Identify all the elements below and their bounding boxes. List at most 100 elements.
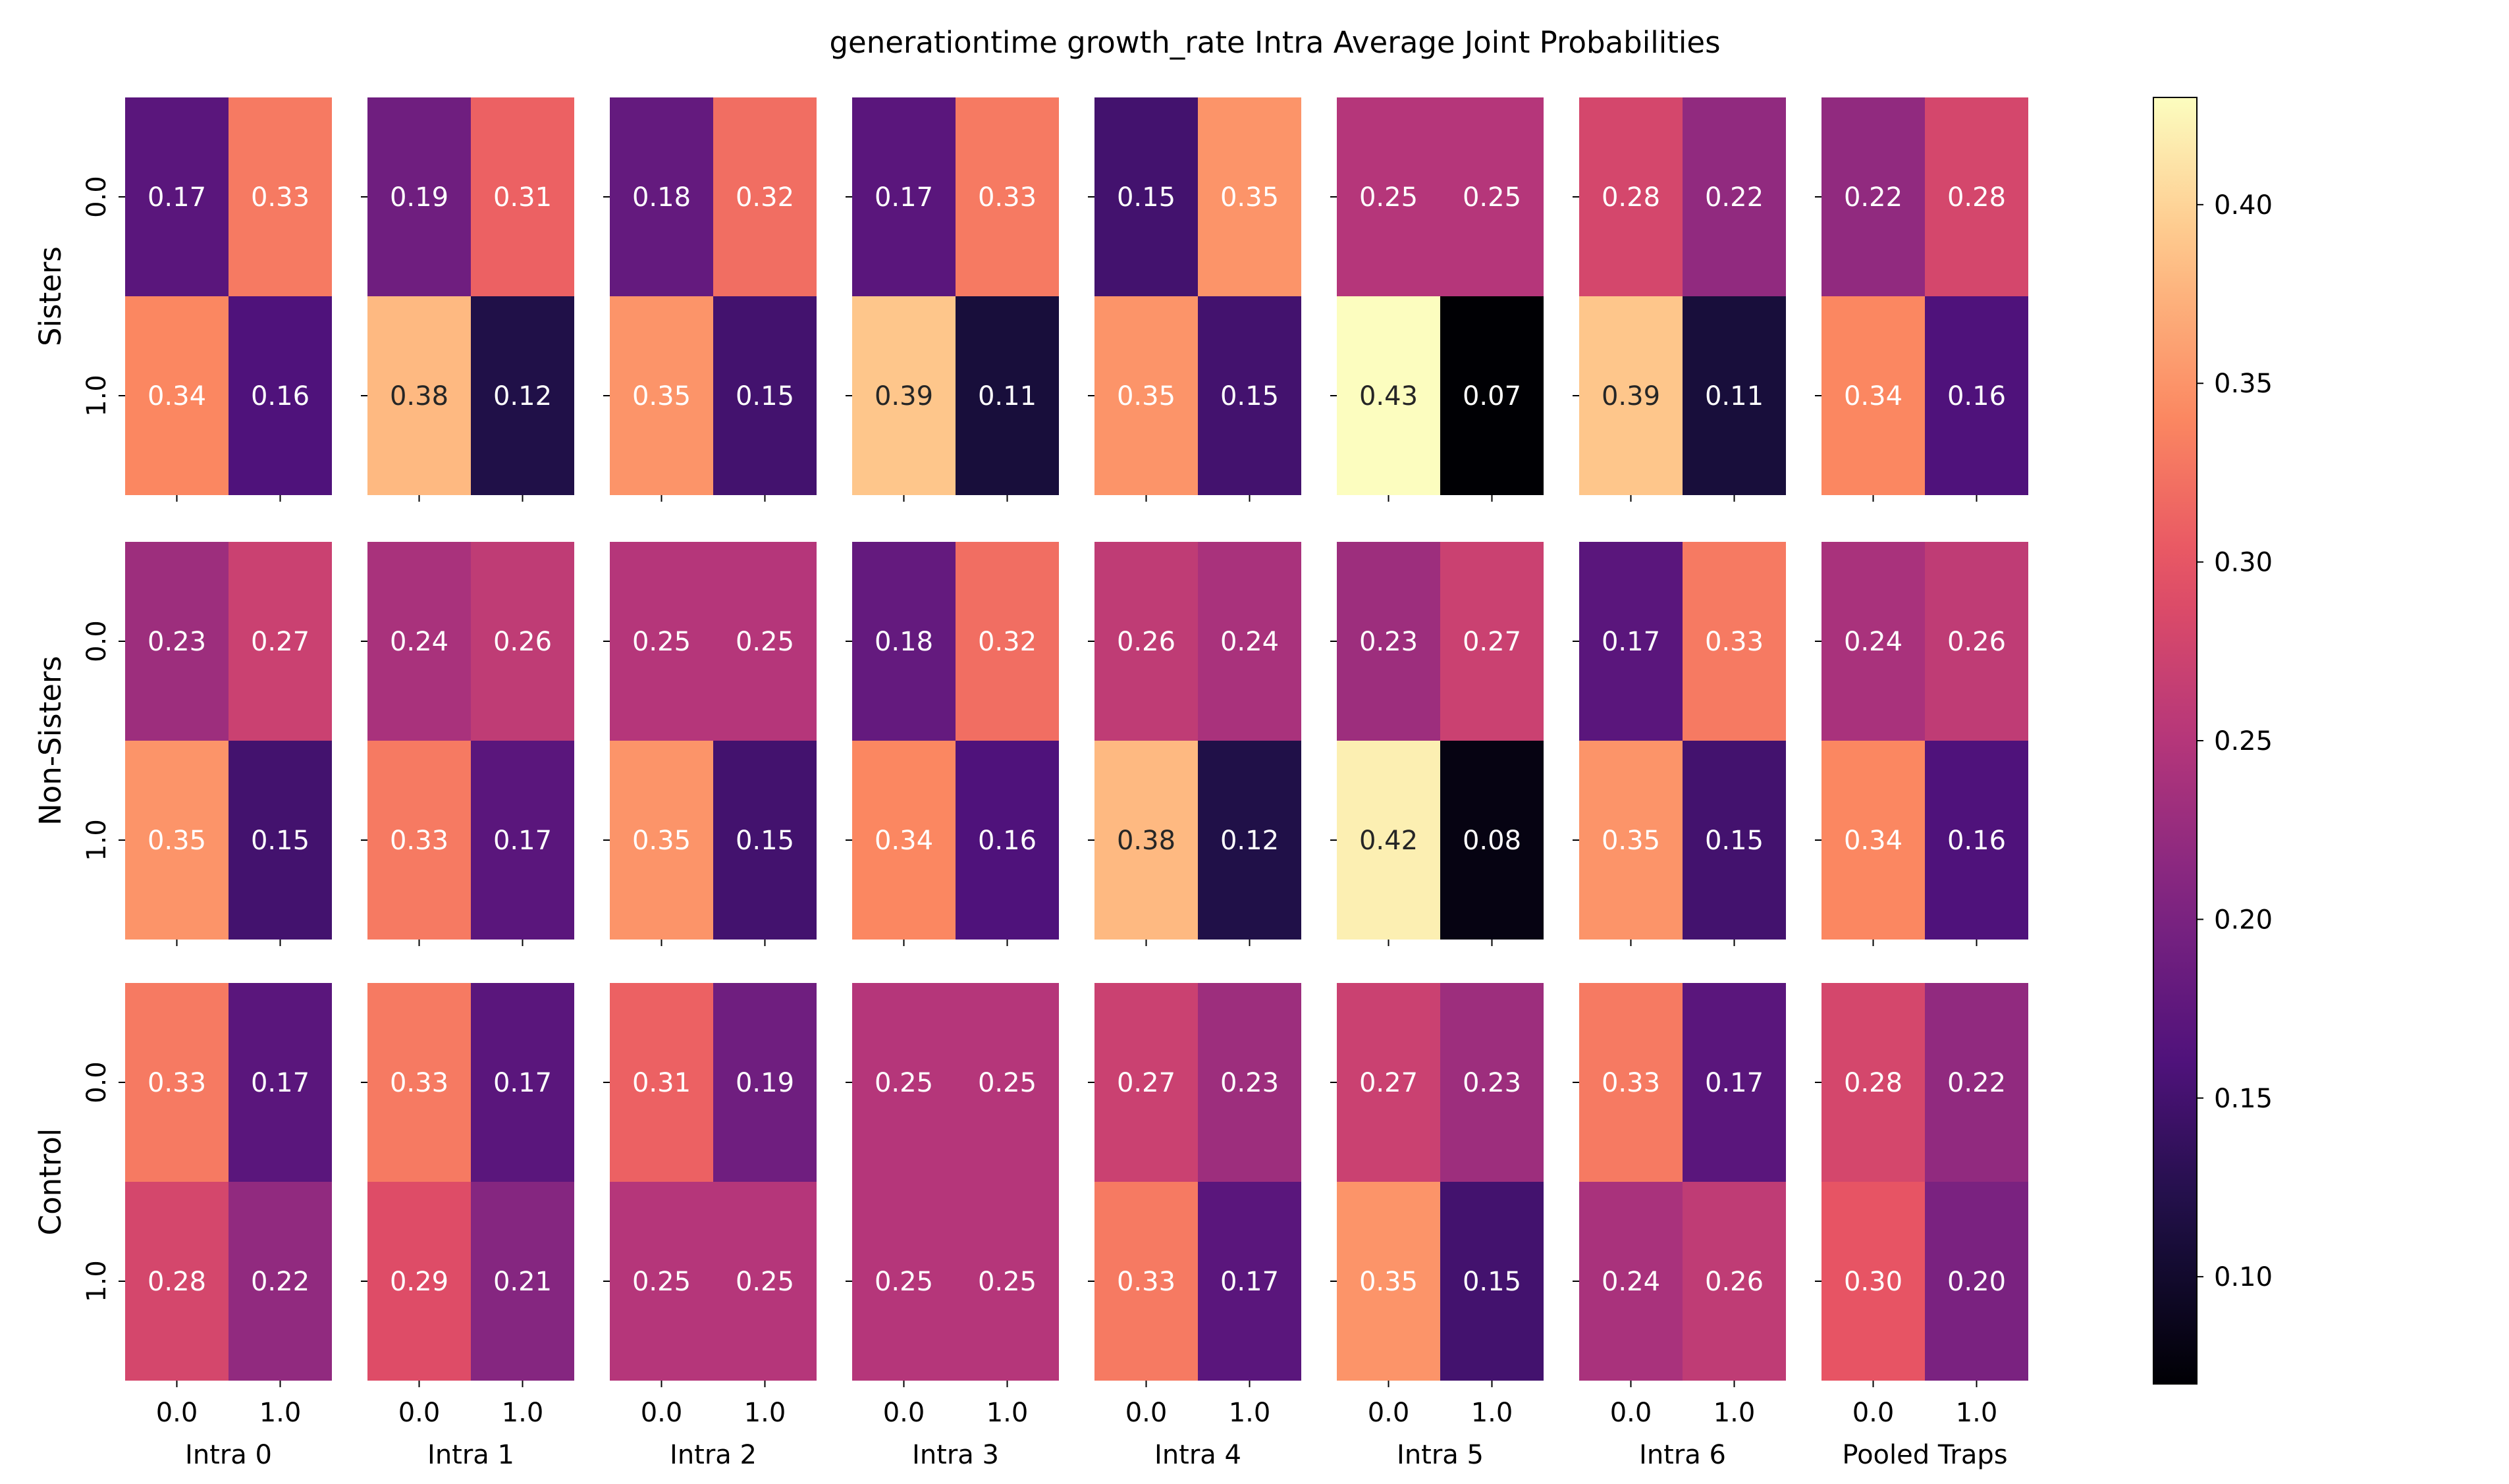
cell-value-label: 0.27 [1463, 627, 1521, 657]
heatmap-cell [1821, 97, 1925, 296]
cell-value-label: 0.22 [1947, 1068, 2006, 1098]
cell-value-label: 0.24 [1844, 627, 1902, 657]
cell-value-label: 0.12 [1220, 826, 1279, 856]
heatmap-cell [1094, 741, 1198, 940]
colorbar-tick-label: 0.25 [2214, 726, 2273, 756]
heatmap-cell [1821, 741, 1925, 940]
heatmap-cell [852, 983, 956, 1182]
heatmap-cell [367, 296, 471, 495]
cell-value-label: 0.17 [875, 182, 933, 213]
heatmap-cell [229, 97, 332, 296]
heatmap-cell [956, 542, 1059, 741]
cell-value-label: 0.28 [1602, 182, 1660, 213]
colorbar-tick-label: 0.30 [2214, 548, 2273, 578]
column-group-label: Intra 6 [1639, 1440, 1726, 1470]
cell-value-label: 0.23 [148, 627, 206, 657]
cell-value-label: 0.35 [1220, 182, 1279, 213]
heatmap-cell [367, 542, 471, 741]
heatmap-panel: 0.18 0.32 0.35 0.15 [603, 97, 817, 502]
heatmap-cell [1440, 97, 1544, 296]
heatmap-cell [1198, 741, 1301, 940]
column-group-label: Intra 2 [670, 1440, 757, 1470]
heatmap-cell [956, 97, 1059, 296]
column-group-label: Intra 0 [185, 1440, 272, 1470]
cell-value-label: 0.25 [1463, 182, 1521, 213]
column-group-label: Pooled Traps [1842, 1440, 2007, 1470]
cell-value-label: 0.22 [1844, 182, 1902, 213]
heatmap-cell [1683, 1182, 1786, 1381]
heatmap-cell [1821, 296, 1925, 495]
cell-value-label: 0.28 [148, 1267, 206, 1297]
colorbar [2153, 97, 2198, 1385]
heatmap-panel: 0.25 0.25 0.35 0.15 [603, 542, 817, 946]
heatmap-cell [713, 741, 817, 940]
heatmap-cell [852, 296, 956, 495]
heatmap-cell [713, 97, 817, 296]
x-tick-label: 0.0 [883, 1398, 925, 1428]
x-tick-label: 1.0 [986, 1398, 1029, 1428]
cell-value-label: 0.38 [390, 381, 448, 411]
heatmap-cell [1821, 542, 1925, 741]
heatmap-panel: 0.33 0.17 0.29 0.21 [361, 983, 574, 1387]
cell-value-label: 0.33 [390, 826, 448, 856]
cell-value-label: 0.39 [1602, 381, 1660, 411]
cell-value-label: 0.16 [1947, 826, 2006, 856]
heatmap-cell [610, 1182, 713, 1381]
cell-value-label: 0.19 [390, 182, 448, 213]
cell-value-label: 0.25 [875, 1068, 933, 1098]
heatmap-cell [1094, 1182, 1198, 1381]
cell-value-label: 0.34 [875, 826, 933, 856]
cell-value-label: 0.26 [493, 627, 552, 657]
cell-value-label: 0.15 [1463, 1267, 1521, 1297]
cell-value-label: 0.15 [1705, 826, 1764, 856]
x-tick-label: 0.0 [1852, 1398, 1895, 1428]
cell-value-label: 0.23 [1359, 627, 1418, 657]
heatmap-cell [367, 1182, 471, 1381]
heatmap-cell [125, 741, 229, 940]
cell-value-label: 0.35 [632, 826, 691, 856]
cell-value-label: 0.27 [1359, 1068, 1418, 1098]
row-group-label: Sisters [33, 246, 68, 346]
heatmap-cell [1821, 1182, 1925, 1381]
y-tick-label: 0.0 [82, 1061, 112, 1103]
heatmap-panel: 0.23 0.27 0.35 0.15 [119, 542, 332, 946]
heatmap-cell [1337, 741, 1440, 940]
colorbar-tick-label: 0.40 [2214, 190, 2273, 221]
heatmap-cell [713, 296, 817, 495]
cell-value-label: 0.25 [736, 627, 794, 657]
heatmap-cell [1579, 983, 1683, 1182]
heatmap-cell [713, 983, 817, 1182]
cell-value-label: 0.35 [1602, 826, 1660, 856]
heatmap-panel: 0.33 0.17 0.28 0.22 [119, 983, 332, 1387]
heatmap-panel: 0.23 0.27 0.42 0.08 [1330, 542, 1544, 946]
cell-value-label: 0.25 [978, 1068, 1037, 1098]
y-tick-label: 0.0 [82, 620, 112, 662]
x-tick-label: 1.0 [1956, 1398, 1998, 1428]
colorbar-tick-label: 0.20 [2214, 905, 2273, 935]
heatmap-panel: 0.31 0.19 0.25 0.25 [603, 983, 817, 1387]
cell-value-label: 0.27 [1117, 1068, 1175, 1098]
chart-title: generationtime growth_rate Intra Average… [829, 25, 1720, 60]
heatmap-cell [852, 741, 956, 940]
heatmap-panel: 0.25 0.25 0.43 0.07 [1330, 97, 1544, 502]
cell-value-label: 0.23 [1220, 1068, 1279, 1098]
cell-value-label: 0.35 [1117, 381, 1175, 411]
heatmap-panel: 0.27 0.23 0.33 0.17 [1088, 983, 1301, 1387]
heatmap-cell [1337, 97, 1440, 296]
y-tick-label: 1.0 [82, 375, 112, 417]
cell-value-label: 0.33 [1602, 1068, 1660, 1098]
colorbar-tick-label: 0.10 [2214, 1262, 2273, 1292]
cell-value-label: 0.24 [1602, 1267, 1660, 1297]
cell-value-label: 0.31 [493, 182, 552, 213]
heatmap-cell [1337, 983, 1440, 1182]
cell-value-label: 0.33 [390, 1068, 448, 1098]
heatmap-cell [471, 97, 574, 296]
heatmap-cell [956, 741, 1059, 940]
cell-value-label: 0.43 [1359, 381, 1418, 411]
heatmap-cell [852, 1182, 956, 1381]
heatmap-cell [1579, 741, 1683, 940]
heatmap-cell [1683, 542, 1786, 741]
heatmap-cell [125, 296, 229, 495]
heatmap-cell [956, 296, 1059, 495]
cell-value-label: 0.15 [736, 826, 794, 856]
